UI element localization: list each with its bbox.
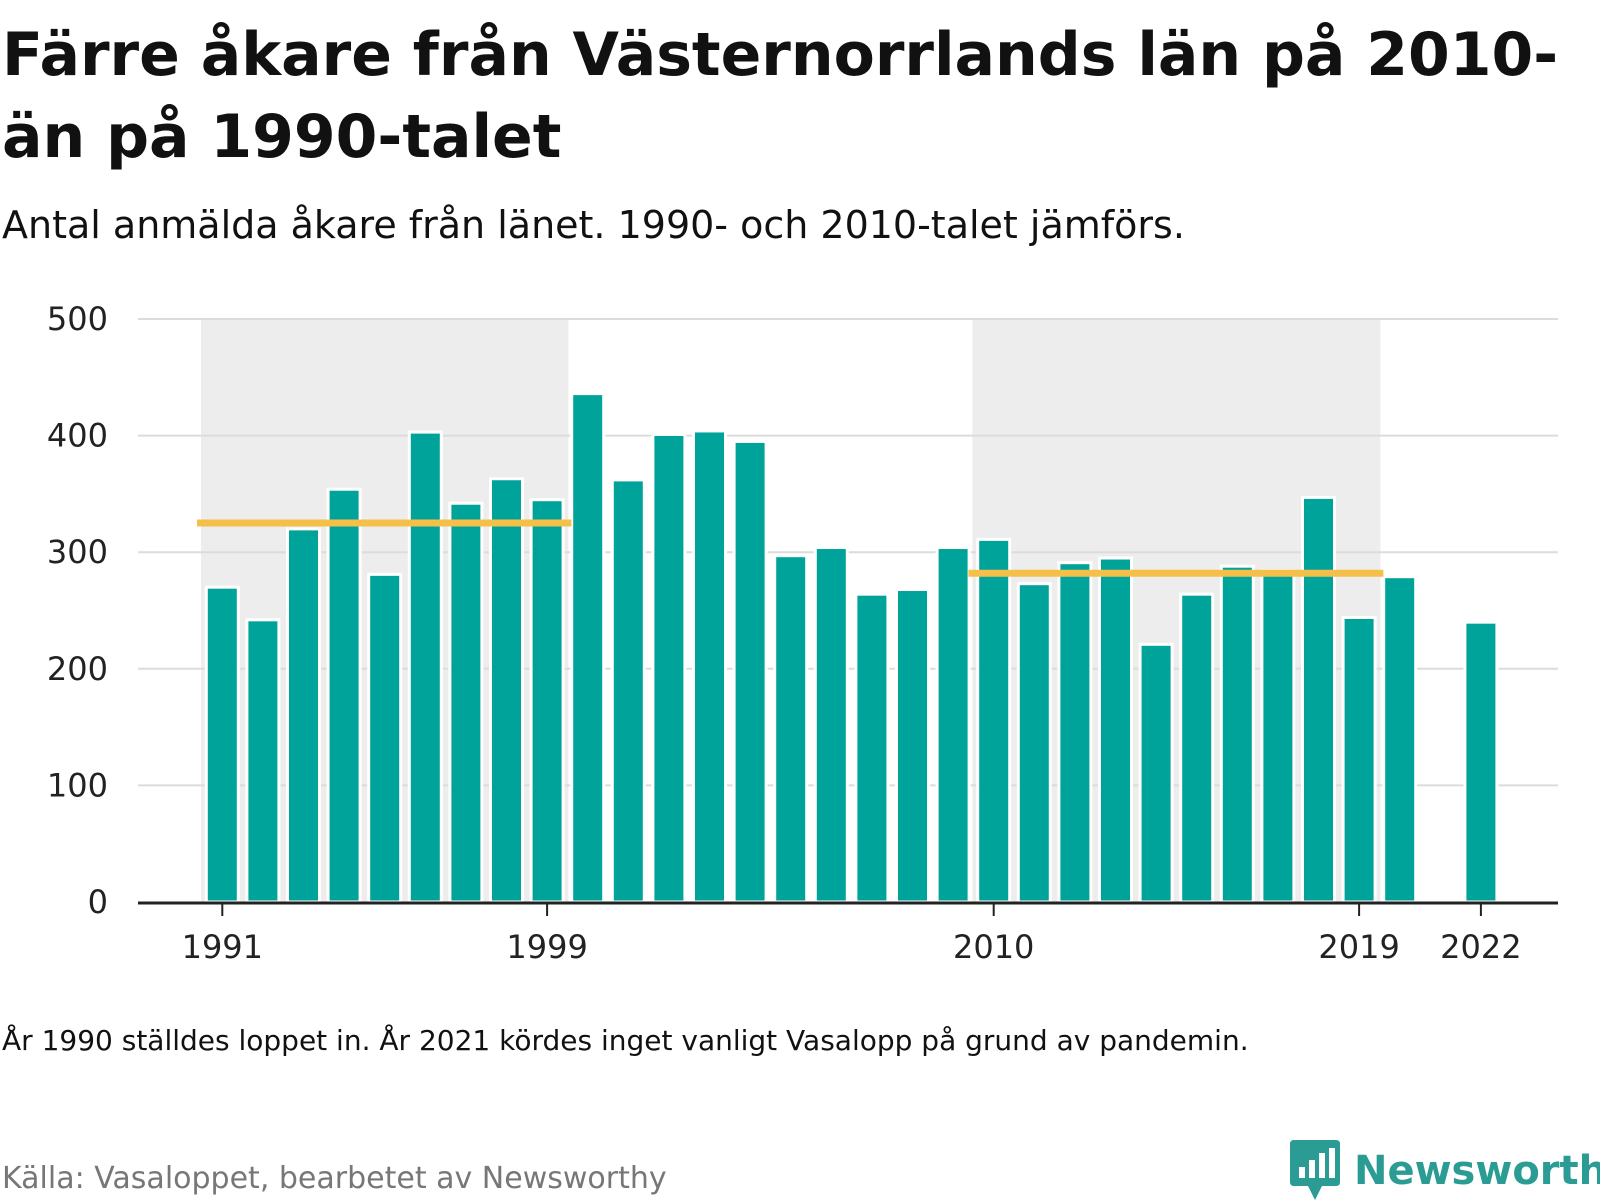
x-tick-label-1991: 1991: [182, 928, 263, 966]
y-tick-label-300: 300: [47, 533, 108, 571]
bar-1996: [407, 430, 443, 904]
y-axis-ticks: 0 100 200 300 400 500: [47, 300, 108, 921]
brand-name: Newsworthy: [1354, 1148, 1600, 1194]
chart-title: Färre åkare från Västernorrlands län på …: [2, 20, 1559, 172]
bar-1995: [367, 572, 403, 904]
bar-2007: [854, 592, 890, 904]
y-tick-label-200: 200: [47, 650, 108, 688]
chart-subtitle: Antal anmälda åkare från länet. 1990- oc…: [2, 203, 1185, 247]
y-tick-label-400: 400: [47, 417, 108, 455]
chart-note: År 1990 ställdes loppet in. År 2021 körd…: [2, 1024, 1249, 1057]
newsworthy-logo: Newsworthy: [1290, 1140, 1600, 1202]
y-tick-label-0: 0: [88, 883, 108, 921]
bars: [204, 392, 1499, 904]
y-tick-label-500: 500: [47, 300, 108, 338]
bar-2001: [610, 478, 646, 904]
bar-2014: [1138, 642, 1174, 904]
bar-2012: [1057, 561, 1093, 904]
newsworthy-logo-icon: [1290, 1140, 1340, 1200]
bar-2010: [976, 537, 1012, 904]
bar-2005: [773, 554, 809, 904]
bar-1992: [245, 618, 281, 904]
x-tick-label-2010: 2010: [953, 928, 1034, 966]
x-tick-label-2019: 2019: [1318, 928, 1399, 966]
bar-1993: [286, 527, 321, 904]
bar-2018: [1301, 495, 1336, 904]
bar-2022: [1463, 620, 1499, 904]
bar-2008: [895, 588, 930, 904]
y-tick-label-100: 100: [47, 766, 108, 804]
bar-1999: [529, 498, 565, 904]
bar-2009: [935, 546, 971, 904]
x-tick-label-2022: 2022: [1440, 928, 1521, 966]
bar-2013: [1098, 556, 1133, 904]
bar-2019: [1341, 615, 1377, 904]
bar-chart: 0 100 200 300 400 500 1991 1999 2010 2019 2022: [47, 300, 1558, 966]
bar-2016: [1219, 564, 1255, 904]
bar-2006: [813, 546, 849, 904]
source-credit: Källa: Vasaloppet, bearbetet av Newswort…: [2, 1161, 667, 1196]
bar-1997: [448, 501, 484, 904]
bar-1994: [326, 487, 362, 904]
bar-2017: [1260, 569, 1296, 904]
bar-2003: [692, 429, 727, 904]
bar-2002: [651, 432, 687, 904]
bar-2015: [1179, 592, 1215, 904]
bar-2004: [732, 439, 768, 904]
average-lines: [197, 519, 1384, 577]
bar-1998: [489, 477, 524, 904]
bar-2020: [1382, 575, 1418, 904]
x-tick-label-1999: 1999: [506, 928, 587, 966]
x-axis-ticks: 1991 1999 2010 2019 2022: [182, 903, 1522, 966]
bar-2000: [570, 392, 606, 904]
bar-1991: [204, 585, 240, 904]
bar-2011: [1016, 582, 1052, 904]
